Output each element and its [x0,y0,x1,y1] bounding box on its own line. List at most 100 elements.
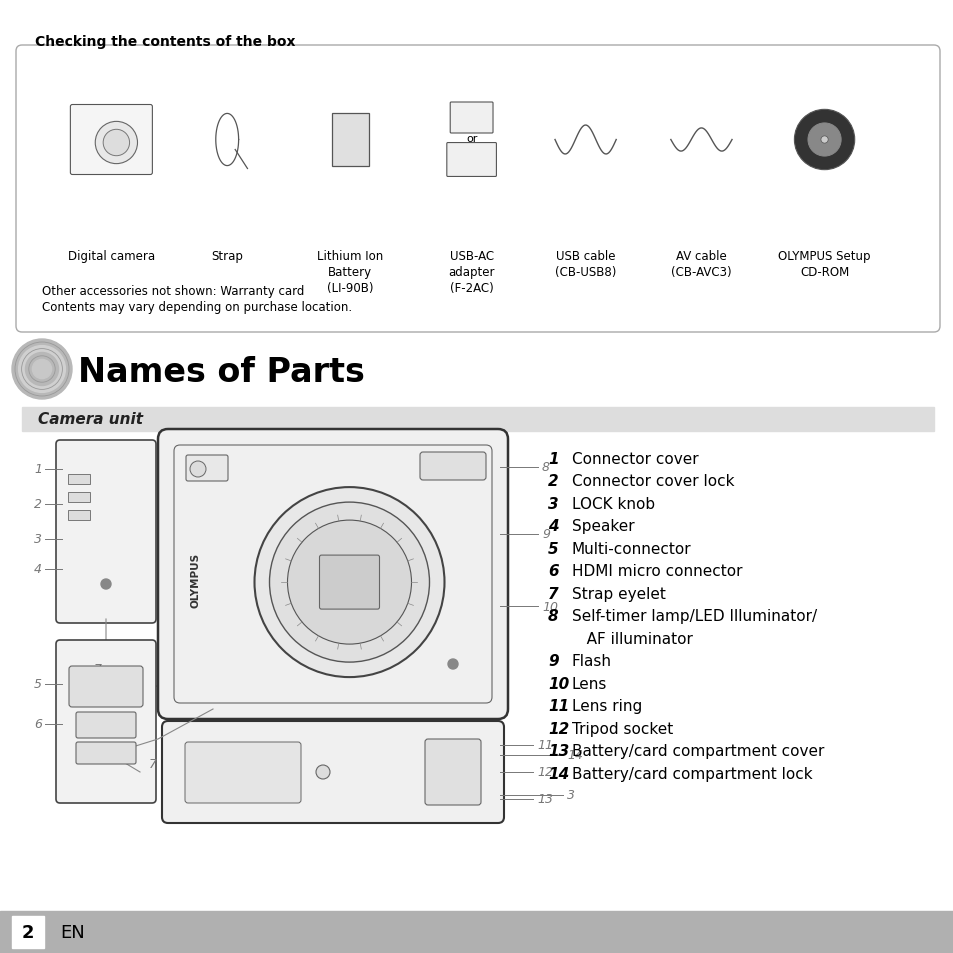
Text: Lithium Ion
Battery
(LI-90B): Lithium Ion Battery (LI-90B) [316,250,383,294]
Text: 6: 6 [34,718,42,731]
Text: 7: 7 [149,758,157,771]
Circle shape [287,520,411,644]
Text: 5: 5 [34,678,42,691]
Text: HDMI micro connector: HDMI micro connector [572,564,741,578]
Circle shape [269,502,429,662]
FancyBboxPatch shape [450,103,493,133]
Text: 4: 4 [547,519,558,534]
Text: 7: 7 [93,662,101,676]
Text: Speaker: Speaker [572,519,634,534]
Circle shape [254,488,444,678]
Text: 14: 14 [566,749,582,761]
FancyBboxPatch shape [419,453,485,480]
Text: EN: EN [60,923,85,941]
Text: 10: 10 [547,677,569,691]
Text: 2: 2 [34,498,42,511]
Text: 11: 11 [547,699,569,714]
Text: Battery/card compartment lock: Battery/card compartment lock [572,766,812,781]
FancyBboxPatch shape [319,556,379,610]
Text: USB cable
(CB-USB8): USB cable (CB-USB8) [555,250,616,278]
Text: 7: 7 [547,586,558,601]
Text: 9: 9 [541,527,550,540]
Text: 11: 11 [537,739,553,752]
Text: Tripod socket: Tripod socket [572,721,673,737]
Text: Strap eyelet: Strap eyelet [572,586,665,601]
FancyBboxPatch shape [76,742,136,764]
Text: 12: 12 [537,765,553,779]
Text: 10: 10 [541,600,558,614]
Circle shape [448,659,457,669]
Text: Lens: Lens [572,677,607,691]
Text: Connector cover: Connector cover [572,452,698,467]
FancyBboxPatch shape [158,430,507,720]
Text: Checking the contents of the box: Checking the contents of the box [35,35,295,49]
Circle shape [794,111,854,171]
FancyBboxPatch shape [56,440,156,623]
Text: Contents may vary depending on purchase location.: Contents may vary depending on purchase … [42,301,352,314]
Text: LOCK knob: LOCK knob [572,497,655,512]
FancyBboxPatch shape [162,721,503,823]
FancyBboxPatch shape [446,143,496,177]
FancyBboxPatch shape [186,456,228,481]
Bar [12,916,44,948]
Text: Names of Parts: Names of Parts [78,355,364,389]
Text: 14: 14 [547,766,569,781]
Circle shape [26,354,58,386]
Text: 9: 9 [547,654,558,669]
Text: 1: 1 [34,463,42,476]
Circle shape [18,346,66,393]
Bar [68,475,90,484]
Text: 13: 13 [537,793,553,805]
Text: Strap: Strap [211,250,243,263]
Text: Lens ring: Lens ring [572,699,641,714]
Circle shape [315,765,330,780]
Text: or: or [465,134,476,144]
Text: 6: 6 [547,564,558,578]
Text: Digital camera: Digital camera [68,250,154,263]
Text: Flash: Flash [572,654,612,669]
Text: Battery/card compartment cover: Battery/card compartment cover [572,743,823,759]
Circle shape [103,131,130,156]
Text: 3: 3 [566,789,575,801]
Text: Other accessories not shown: Warranty card: Other accessories not shown: Warranty ca… [42,285,304,297]
Bar [68,493,90,502]
Text: 5: 5 [547,541,558,557]
Text: Self-timer lamp/LED Illuminator/: Self-timer lamp/LED Illuminator/ [572,609,817,624]
Text: Camera unit: Camera unit [38,412,143,427]
Circle shape [807,124,841,157]
Circle shape [190,461,206,477]
Text: 3: 3 [34,533,42,546]
Bar [22,408,933,432]
Text: USB-AC
adapter
(F-2AC): USB-AC adapter (F-2AC) [448,250,495,294]
Text: AV cable
(CB-AVC3): AV cable (CB-AVC3) [670,250,731,278]
Text: 2: 2 [547,474,558,489]
Text: 12: 12 [547,721,569,737]
FancyBboxPatch shape [16,46,939,333]
FancyBboxPatch shape [424,740,480,805]
Text: OLYMPUS: OLYMPUS [191,552,201,607]
FancyBboxPatch shape [185,742,301,803]
Text: 4: 4 [34,563,42,576]
Text: 8: 8 [541,461,550,474]
Text: 2: 2 [22,923,34,941]
FancyBboxPatch shape [56,640,156,803]
Text: Connector cover lock: Connector cover lock [572,474,734,489]
Bar [0,911,953,953]
Text: 3: 3 [547,497,558,512]
FancyBboxPatch shape [71,106,152,175]
Circle shape [95,122,137,165]
Circle shape [821,136,827,144]
Circle shape [32,360,51,379]
Bar [68,511,90,520]
Text: 8: 8 [547,609,558,624]
Polygon shape [332,114,369,167]
FancyBboxPatch shape [76,712,136,739]
Circle shape [12,339,71,399]
Text: AF illuminator: AF illuminator [572,631,692,646]
Text: 13: 13 [547,743,569,759]
Circle shape [101,579,111,589]
Text: 1: 1 [547,452,558,467]
Text: OLYMPUS Setup
CD-ROM: OLYMPUS Setup CD-ROM [778,250,870,278]
Text: Multi-connector: Multi-connector [572,541,691,557]
FancyBboxPatch shape [69,666,143,707]
